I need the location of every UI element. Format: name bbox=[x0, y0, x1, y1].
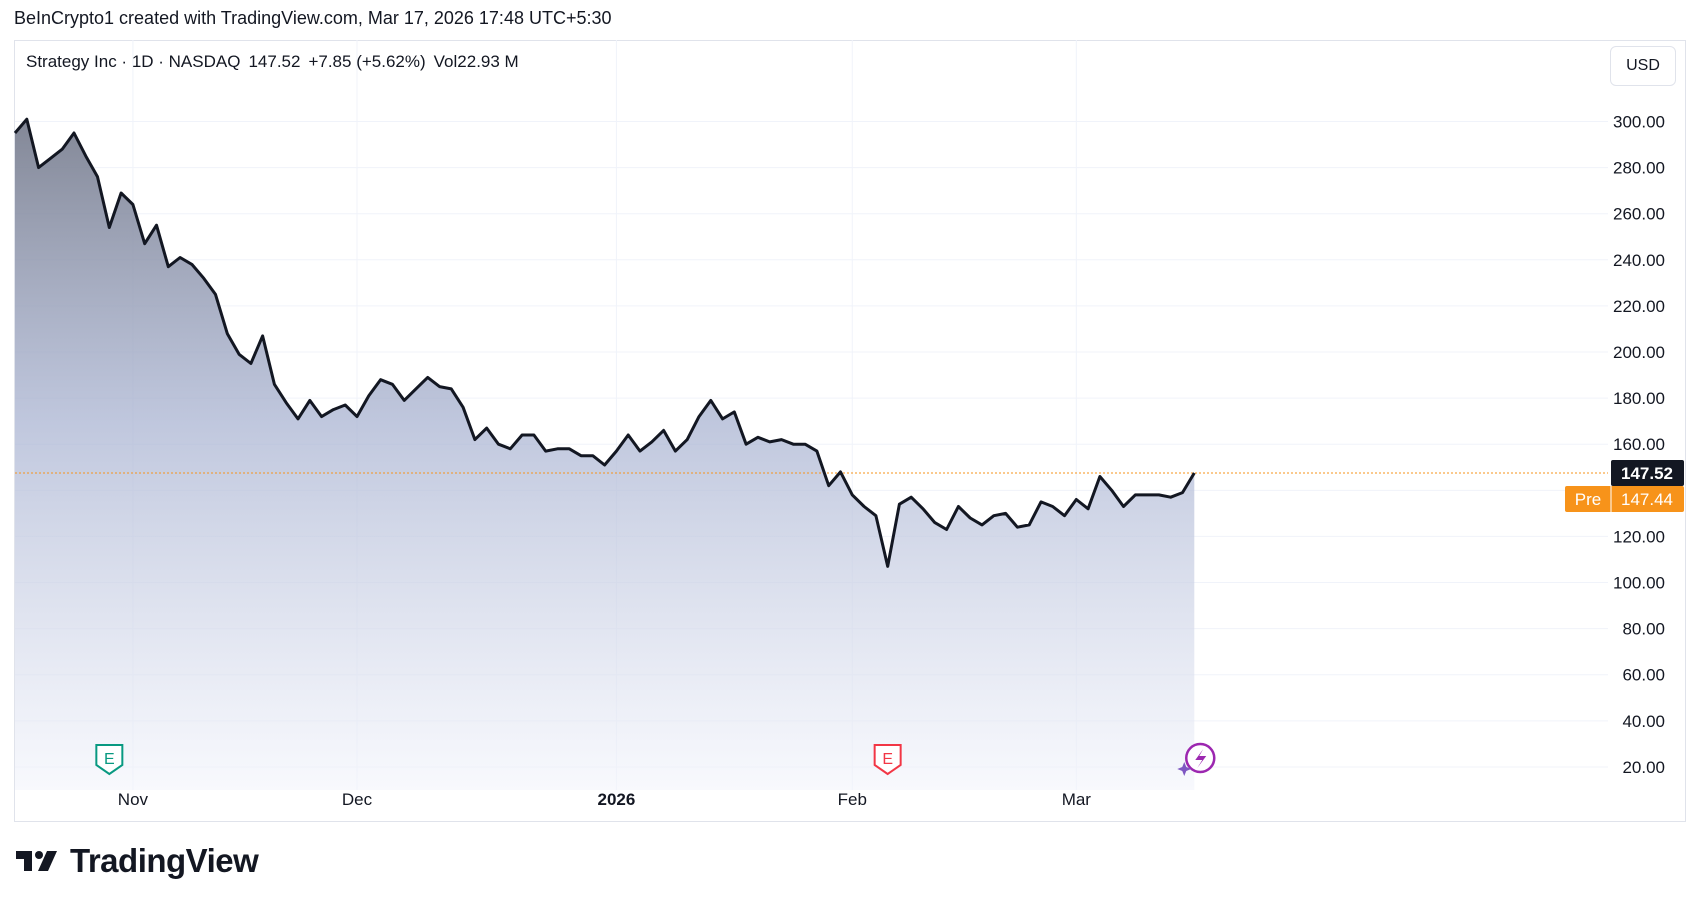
last-price-badge-text: 147.52 bbox=[1621, 464, 1673, 483]
dividend-marker-bolt bbox=[1195, 749, 1207, 768]
x-axis: Nov Dec 2026 Feb Mar bbox=[118, 790, 1091, 809]
premarket-label: Pre bbox=[1575, 490, 1601, 509]
sparkle-icon bbox=[1177, 762, 1192, 776]
earnings-marker-icon: E bbox=[873, 744, 902, 776]
price-labels: 147.52 Pre 147.44 bbox=[1565, 459, 1684, 512]
y-tick-label: 240.00 bbox=[1613, 251, 1665, 270]
dividend-marker-icon bbox=[1177, 742, 1216, 776]
y-tick-label: 300.00 bbox=[1613, 112, 1665, 131]
tradingview-logo-icon bbox=[16, 851, 57, 871]
y-tick-label: 220.00 bbox=[1613, 297, 1665, 316]
y-tick-label: 120.00 bbox=[1613, 527, 1665, 546]
chart-legend: Strategy Inc · 1D · NASDAQ 147.52 +7.85 (+… bbox=[26, 52, 527, 72]
earnings-marker-shape bbox=[95, 744, 124, 776]
earnings-marker-letter: E bbox=[882, 751, 893, 768]
x-tick-label: 2026 bbox=[598, 790, 636, 809]
symbol-label: Strategy Inc · 1D · NASDAQ bbox=[26, 52, 241, 71]
x-tick-label: Feb bbox=[838, 790, 867, 809]
x-tick-label: Nov bbox=[118, 790, 149, 809]
y-tick-label: 40.00 bbox=[1622, 712, 1665, 731]
earnings-marker-shape bbox=[873, 744, 902, 776]
y-tick-label: 280.00 bbox=[1613, 159, 1665, 178]
x-tick-label: Mar bbox=[1062, 790, 1092, 809]
tradingview-brand-name: TradingView bbox=[70, 842, 259, 879]
tradingview-logo[interactable]: TradingView bbox=[16, 842, 259, 880]
last-price-value: 147.52 bbox=[248, 52, 301, 71]
y-tick-label: 100.00 bbox=[1613, 574, 1665, 593]
y-tick-label: 160.00 bbox=[1613, 435, 1665, 454]
y-tick-label: 200.00 bbox=[1613, 343, 1665, 362]
earnings-marker-icon: E bbox=[95, 744, 124, 776]
y-axis: 20.0040.0060.0080.00100.00120.00140.0016… bbox=[1613, 112, 1665, 776]
price-area-fill bbox=[15, 119, 1195, 790]
y-tick-label: 260.00 bbox=[1613, 205, 1665, 224]
premarket-badge bbox=[1565, 485, 1684, 512]
volume-value: Vol22.93 M bbox=[433, 52, 519, 71]
y-tick-label: 20.00 bbox=[1622, 758, 1665, 777]
y-tick-label: 180.00 bbox=[1613, 389, 1665, 408]
price-line bbox=[13, 117, 1196, 568]
last-price-badge bbox=[1611, 459, 1684, 486]
price-change: +7.85 (+5.62%) bbox=[308, 52, 426, 71]
premarket-value: 147.44 bbox=[1621, 490, 1673, 509]
currency-button[interactable]: USD bbox=[1610, 46, 1676, 86]
y-tick-label: 60.00 bbox=[1622, 666, 1665, 685]
chart-attribution: BeInCrypto1 created with TradingView.com… bbox=[14, 8, 612, 28]
earnings-marker-letter: E bbox=[104, 751, 115, 768]
x-tick-label: Dec bbox=[342, 790, 373, 809]
y-tick-label: 80.00 bbox=[1622, 620, 1665, 639]
chart-frame bbox=[14, 40, 1686, 822]
